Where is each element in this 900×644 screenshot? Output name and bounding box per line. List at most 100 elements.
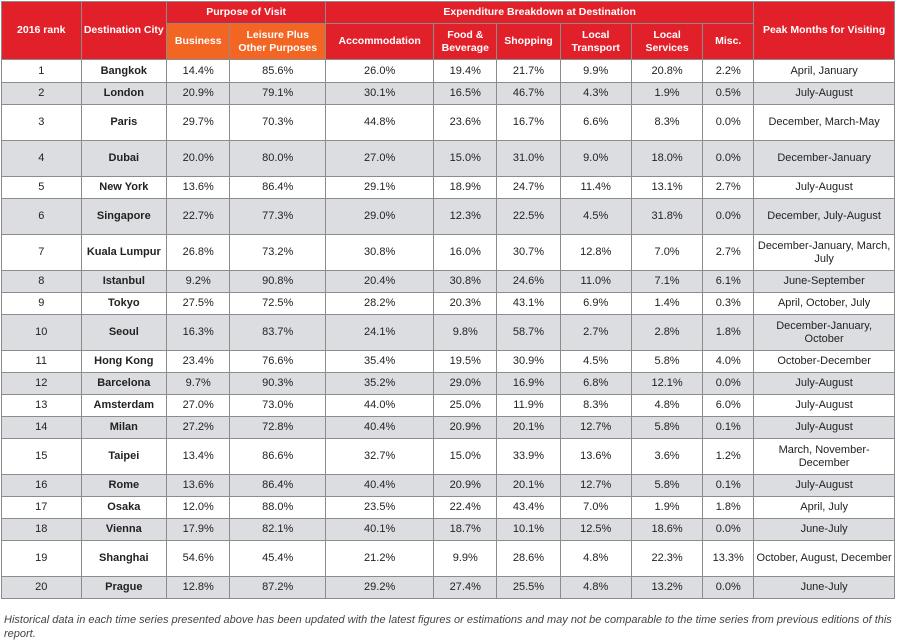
misc-cell: 6.1%	[702, 270, 755, 293]
business-cell: 16.3%	[166, 314, 231, 351]
city-cell: Taipei	[80, 438, 168, 475]
food-cell: 23.6%	[433, 104, 498, 141]
table-row: 7 Kuala Lumpur 26.8% 73.2% 30.8% 16.0% 30.7% 12…	[1, 234, 895, 271]
leisure-cell: 90.3%	[229, 372, 327, 395]
table-body: 1 Bangkok 14.4% 85.6% 26.0% 19.4% 21.7% 9.9% 20.…	[1, 59, 895, 599]
accommodation-header: Accommodation	[325, 23, 435, 60]
services-cell: 5.8%	[630, 350, 704, 373]
food-cell: 9.8%	[433, 314, 498, 351]
misc-cell: 0.0%	[702, 576, 755, 599]
transport-cell: 12.5%	[559, 518, 632, 541]
table-row: 13 Amsterdam 27.0% 73.0% 44.0% 25.0% 11.9% 8.3%…	[1, 394, 895, 417]
misc-cell: 0.0%	[702, 518, 755, 541]
peak-cell: April, July	[753, 496, 895, 519]
leisure-cell: 79.1%	[229, 82, 327, 105]
accommodation-cell: 29.2%	[325, 576, 435, 599]
leisure-cell: 72.5%	[229, 292, 327, 315]
accommodation-cell: 30.8%	[325, 234, 435, 271]
table-row: 17 Osaka 12.0% 88.0% 23.5% 22.4% 43.4% 7.0% 1.9%…	[1, 496, 895, 519]
leisure-cell: 72.8%	[229, 416, 327, 439]
misc-cell: 13.3%	[702, 540, 755, 577]
services-header: Local Services	[630, 23, 704, 60]
misc-cell: 4.0%	[702, 350, 755, 373]
accommodation-cell: 26.0%	[325, 59, 435, 83]
food-cell: 20.3%	[433, 292, 498, 315]
table-row: 8 Istanbul 9.2% 90.8% 20.4% 30.8% 24.6% 11.0% 7.…	[1, 270, 895, 293]
services-cell: 18.0%	[630, 140, 704, 177]
services-cell: 7.1%	[630, 270, 704, 293]
shopping-cell: 20.1%	[496, 416, 561, 439]
shopping-cell: 21.7%	[496, 59, 561, 83]
peak-cell: June-July	[753, 576, 895, 599]
rank-cell: 9	[1, 292, 82, 315]
misc-cell: 0.3%	[702, 292, 755, 315]
food-cell: 18.9%	[433, 176, 498, 199]
shopping-cell: 43.1%	[496, 292, 561, 315]
city-cell: Bangkok	[80, 59, 168, 83]
rank-cell: 3	[1, 104, 82, 141]
table-row: 20 Prague 12.8% 87.2% 29.2% 27.4% 25.5% 4.8% 13.…	[1, 576, 895, 599]
rank-cell: 18	[1, 518, 82, 541]
business-cell: 9.2%	[166, 270, 231, 293]
city-cell: Barcelona	[80, 372, 168, 395]
table-row: 5 New York 13.6% 86.4% 29.1% 18.9% 24.7% 11.4% 1…	[1, 176, 895, 199]
table-row: 4 Dubai 20.0% 80.0% 27.0% 15.0% 31.0% 9.0% 18.0%…	[1, 140, 895, 177]
accommodation-cell: 29.0%	[325, 198, 435, 235]
city-cell: Kuala Lumpur	[80, 234, 168, 271]
leisure-cell: 85.6%	[229, 59, 327, 83]
shopping-cell: 24.7%	[496, 176, 561, 199]
city-cell: Hong Kong	[80, 350, 168, 373]
services-cell: 7.0%	[630, 234, 704, 271]
transport-cell: 13.6%	[559, 438, 632, 475]
services-cell: 13.2%	[630, 576, 704, 599]
leisure-cell: 86.4%	[229, 474, 327, 497]
services-cell: 13.1%	[630, 176, 704, 199]
rank-cell: 11	[1, 350, 82, 373]
accommodation-cell: 29.1%	[325, 176, 435, 199]
city-cell: Rome	[80, 474, 168, 497]
accommodation-cell: 40.4%	[325, 474, 435, 497]
business-cell: 13.6%	[166, 176, 231, 199]
leisure-cell: 73.2%	[229, 234, 327, 271]
transport-cell: 9.9%	[559, 59, 632, 83]
leisure-cell: 82.1%	[229, 518, 327, 541]
shopping-cell: 16.9%	[496, 372, 561, 395]
food-cell: 25.0%	[433, 394, 498, 417]
misc-cell: 1.8%	[702, 314, 755, 351]
rank-cell: 16	[1, 474, 82, 497]
business-cell: 22.7%	[166, 198, 231, 235]
misc-cell: 1.2%	[702, 438, 755, 475]
table-row: 12 Barcelona 9.7% 90.3% 35.2% 29.0% 16.9% 6.8% 1…	[1, 372, 895, 395]
shopping-cell: 22.5%	[496, 198, 561, 235]
transport-cell: 4.5%	[559, 350, 632, 373]
food-cell: 20.9%	[433, 416, 498, 439]
peak-cell: December, March-May	[753, 104, 895, 141]
transport-cell: 11.0%	[559, 270, 632, 293]
services-cell: 4.8%	[630, 394, 704, 417]
shopping-cell: 24.6%	[496, 270, 561, 293]
food-cell: 15.0%	[433, 438, 498, 475]
rank-cell: 19	[1, 540, 82, 577]
table-row: 6 Singapore 22.7% 77.3% 29.0% 12.3% 22.5% 4.5% 3…	[1, 198, 895, 235]
transport-cell: 12.8%	[559, 234, 632, 271]
business-cell: 29.7%	[166, 104, 231, 141]
leisure-cell: 73.0%	[229, 394, 327, 417]
rank-cell: 20	[1, 576, 82, 599]
shopping-cell: 46.7%	[496, 82, 561, 105]
leisure-cell: 76.6%	[229, 350, 327, 373]
services-cell: 3.6%	[630, 438, 704, 475]
business-cell: 17.9%	[166, 518, 231, 541]
transport-cell: 6.9%	[559, 292, 632, 315]
accommodation-cell: 20.4%	[325, 270, 435, 293]
rank-cell: 14	[1, 416, 82, 439]
food-cell: 27.4%	[433, 576, 498, 599]
accommodation-cell: 40.1%	[325, 518, 435, 541]
shopping-cell: 30.7%	[496, 234, 561, 271]
services-cell: 1.9%	[630, 496, 704, 519]
leisure-cell: 45.4%	[229, 540, 327, 577]
table-row: 14 Milan 27.2% 72.8% 40.4% 20.9% 20.1% 12.7% 5.8…	[1, 416, 895, 439]
food-cell: 19.5%	[433, 350, 498, 373]
accommodation-cell: 35.4%	[325, 350, 435, 373]
shopping-cell: 10.1%	[496, 518, 561, 541]
rank-cell: 5	[1, 176, 82, 199]
